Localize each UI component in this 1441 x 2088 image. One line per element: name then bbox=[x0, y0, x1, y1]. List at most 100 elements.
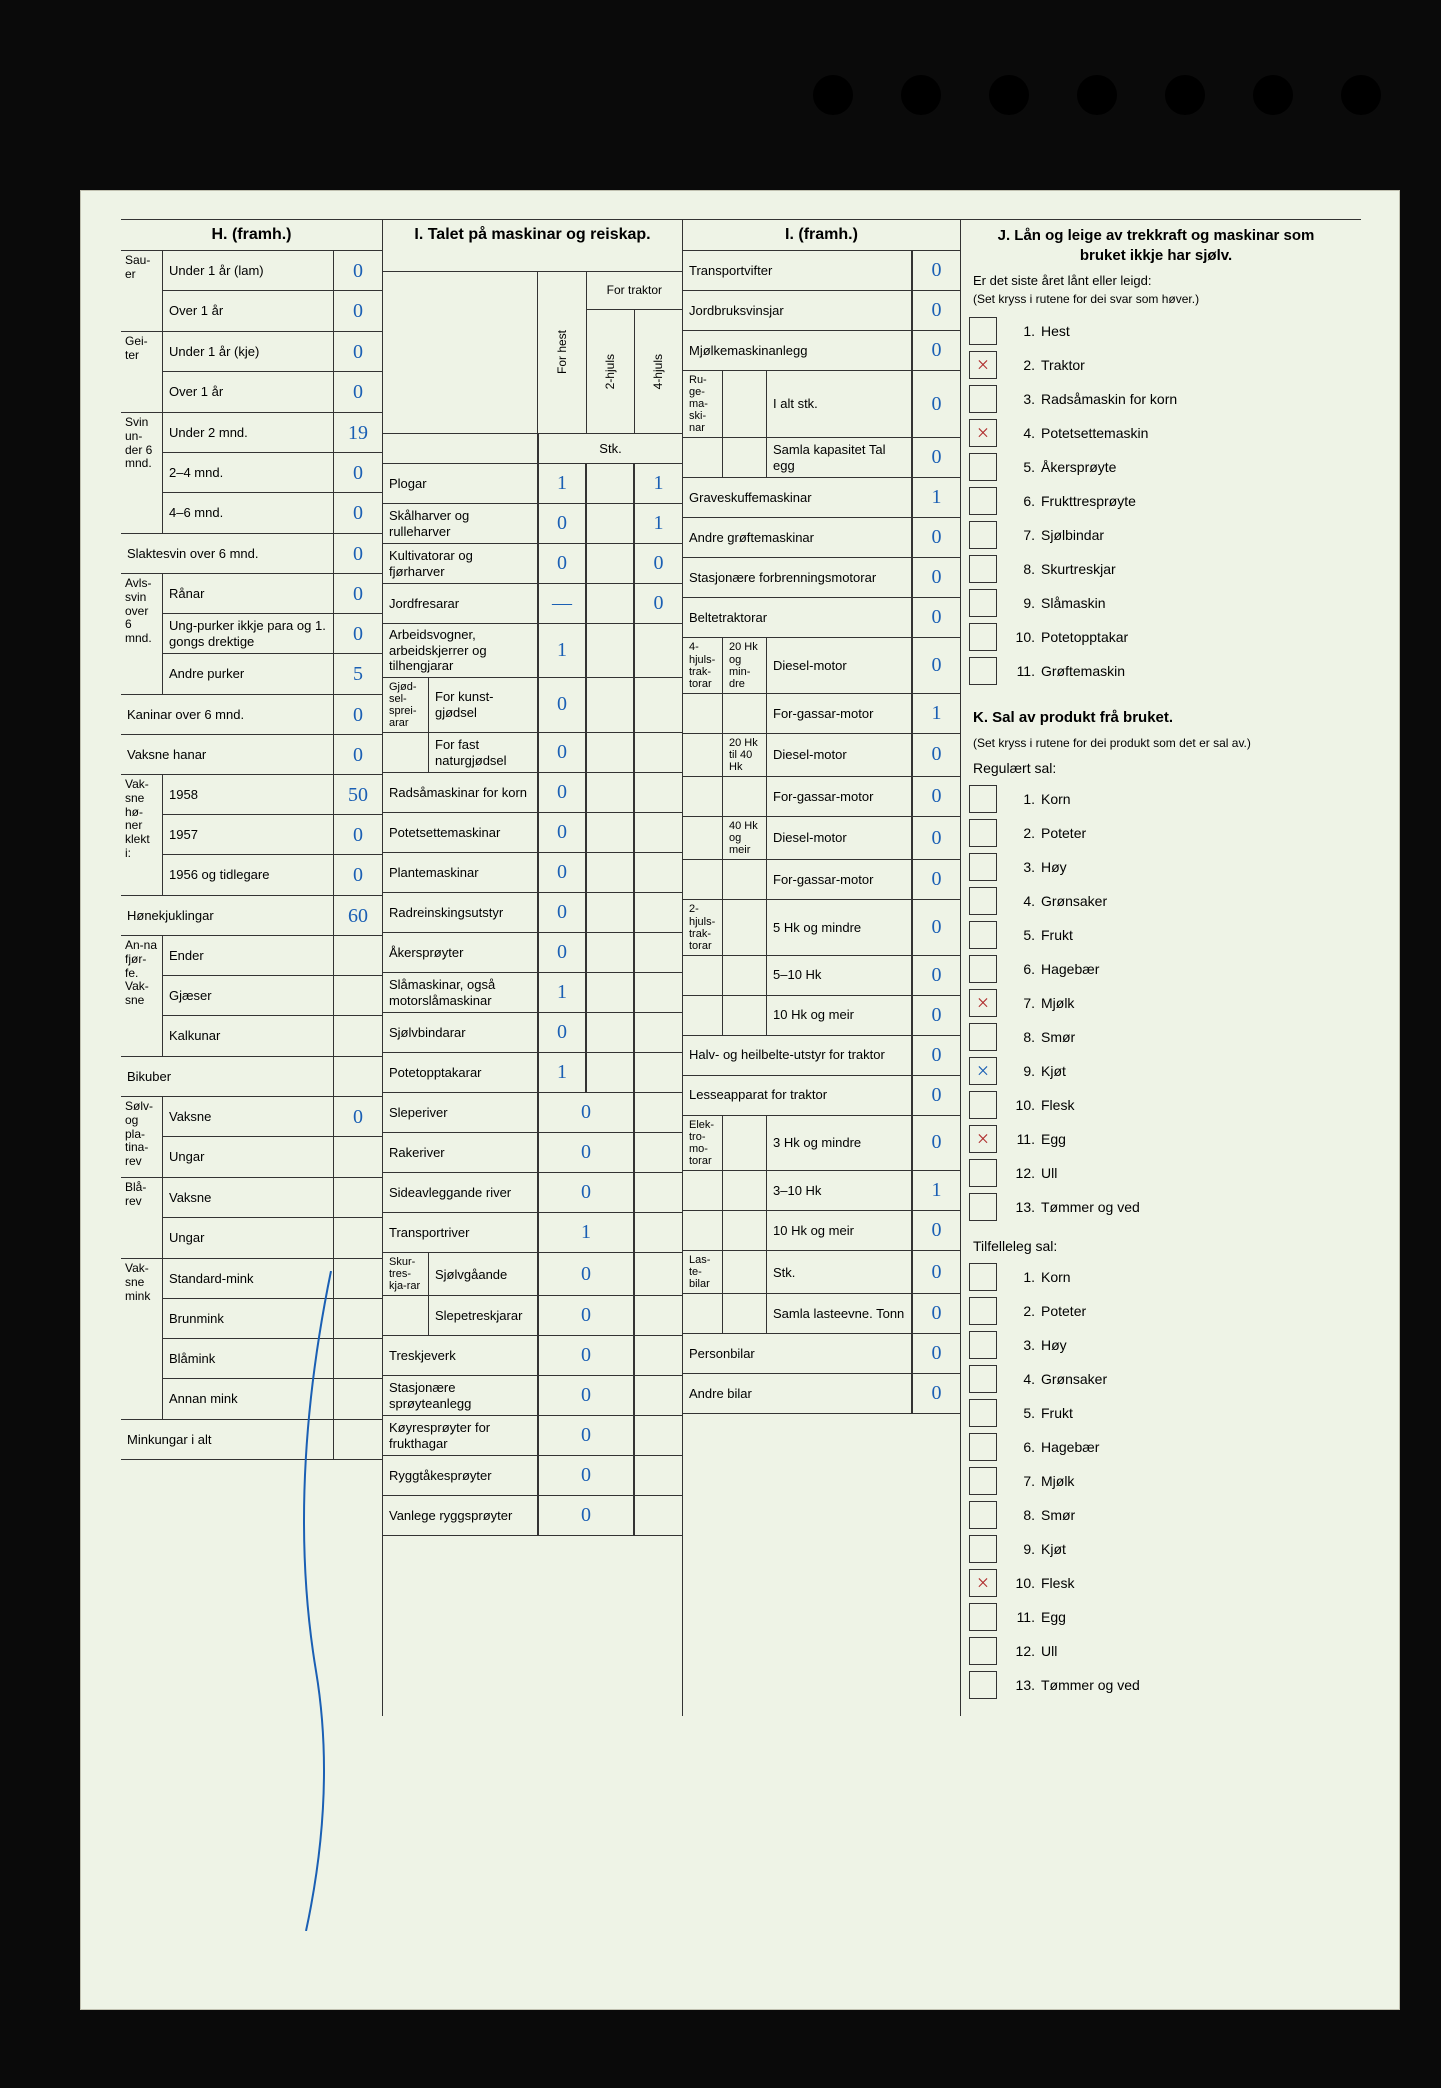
i1-value bbox=[634, 1296, 682, 1335]
h-label: Vaksne hanar bbox=[121, 735, 334, 774]
checkbox[interactable] bbox=[969, 1159, 997, 1187]
h-value: 0 bbox=[334, 332, 382, 371]
section-h-title: H. (framh.) bbox=[121, 220, 382, 251]
checkbox[interactable] bbox=[969, 1467, 997, 1495]
item-number: 12. bbox=[1009, 1165, 1035, 1181]
h-row: Kaninar over 6 mnd.0 bbox=[121, 695, 382, 735]
item-number: 6. bbox=[1009, 1439, 1035, 1455]
checklist-item: 8.Smør bbox=[969, 1498, 1343, 1532]
checkbox[interactable] bbox=[969, 1501, 997, 1529]
i1-value bbox=[634, 733, 682, 772]
checkbox[interactable] bbox=[969, 921, 997, 949]
checkbox[interactable] bbox=[969, 317, 997, 345]
i1-value bbox=[634, 973, 682, 1012]
item-label: Grønsaker bbox=[1041, 1371, 1107, 1387]
checkbox[interactable] bbox=[969, 487, 997, 515]
i2-sub: 20 Hk og min-dre bbox=[723, 638, 767, 692]
item-number: 8. bbox=[1009, 1507, 1035, 1523]
checklist-item: 4.Grønsaker bbox=[969, 1362, 1343, 1396]
checkbox[interactable]: × bbox=[969, 351, 997, 379]
i1-row: Jordfresarar—0 bbox=[383, 584, 682, 624]
checkbox[interactable]: × bbox=[969, 419, 997, 447]
k-list2: 1.Korn2.Poteter3.Høy4.Grønsaker5.Frukt6.… bbox=[969, 1260, 1343, 1702]
checkbox[interactable] bbox=[969, 385, 997, 413]
i1-value bbox=[586, 678, 634, 732]
item-label: Smør bbox=[1041, 1029, 1075, 1045]
checkbox[interactable] bbox=[969, 1263, 997, 1291]
h-row: Over 1 år0 bbox=[163, 291, 382, 331]
i2-label: Transportvifter bbox=[683, 251, 912, 290]
section-j-title: J. Lån og leige av trekkraft og maskinar… bbox=[969, 220, 1343, 271]
checkbox[interactable] bbox=[969, 555, 997, 583]
i1-value bbox=[586, 853, 634, 892]
checkbox[interactable] bbox=[969, 819, 997, 847]
checkbox[interactable] bbox=[969, 657, 997, 685]
i1-row: Potetopptakarar1 bbox=[383, 1053, 682, 1093]
i2-row: For-gassar-motor1 bbox=[683, 694, 960, 734]
checkbox[interactable] bbox=[969, 623, 997, 651]
item-label: Poteter bbox=[1041, 1303, 1086, 1319]
i1-value bbox=[634, 1173, 682, 1212]
h-group-label: Vak-sne mink bbox=[121, 1259, 163, 1419]
checkbox[interactable] bbox=[969, 1331, 997, 1359]
i1-value bbox=[634, 1416, 682, 1455]
checkbox[interactable] bbox=[969, 1535, 997, 1563]
i2-row: Graveskuffemaskinar1 bbox=[683, 478, 960, 518]
item-number: 2. bbox=[1009, 1303, 1035, 1319]
checkbox[interactable] bbox=[969, 521, 997, 549]
i2-sub bbox=[723, 860, 767, 899]
i1-value bbox=[634, 893, 682, 932]
checkbox[interactable]: × bbox=[969, 989, 997, 1017]
h-group: Gei-terUnder 1 år (kje)0Over 1 år0 bbox=[121, 332, 382, 413]
checkbox[interactable] bbox=[969, 1091, 997, 1119]
checkbox[interactable] bbox=[969, 1671, 997, 1699]
i2-sub bbox=[723, 1211, 767, 1250]
paper-sheet: H. (framh.) Sau-erUnder 1 år (lam)0Over … bbox=[80, 190, 1400, 2010]
checkbox[interactable] bbox=[969, 589, 997, 617]
h-group-label: Sau-er bbox=[121, 251, 163, 331]
i2-sub bbox=[723, 438, 767, 477]
checklist-item: 13.Tømmer og ved bbox=[969, 1668, 1343, 1702]
checkbox[interactable] bbox=[969, 1365, 997, 1393]
i2-value: 1 bbox=[912, 478, 960, 517]
k-hdr1: Regulært sal: bbox=[973, 760, 1343, 776]
i1-value: 0 bbox=[538, 1296, 634, 1335]
checkbox[interactable]: × bbox=[969, 1569, 997, 1597]
item-number: 6. bbox=[1009, 961, 1035, 977]
checkbox[interactable] bbox=[969, 1603, 997, 1631]
i1-label: Potetopptakarar bbox=[383, 1053, 538, 1092]
item-label: Tømmer og ved bbox=[1041, 1199, 1140, 1215]
h-value: 0 bbox=[334, 815, 382, 854]
checkbox[interactable] bbox=[969, 853, 997, 881]
i2-value: 0 bbox=[912, 1076, 960, 1115]
checkbox[interactable] bbox=[969, 1193, 997, 1221]
i1-value: 0 bbox=[538, 893, 586, 932]
checklist-item: 1.Korn bbox=[969, 782, 1343, 816]
checkbox[interactable] bbox=[969, 955, 997, 983]
i2-label: 10 Hk og meir bbox=[767, 1211, 912, 1250]
i1-value bbox=[634, 813, 682, 852]
i2-sub bbox=[723, 956, 767, 995]
h-label: Ung-purker ikkje para og 1. gongs drekti… bbox=[163, 614, 334, 653]
i2-label: Lesseapparat for traktor bbox=[683, 1076, 912, 1115]
item-number: 5. bbox=[1009, 459, 1035, 475]
checkbox[interactable]: × bbox=[969, 1125, 997, 1153]
h-label: Blåmink bbox=[163, 1339, 334, 1378]
checkbox[interactable] bbox=[969, 1399, 997, 1427]
checkbox[interactable] bbox=[969, 1023, 997, 1051]
h-label: Annan mink bbox=[163, 1379, 334, 1419]
checkbox[interactable] bbox=[969, 1433, 997, 1461]
hdr-for-traktor: For traktor bbox=[587, 272, 682, 310]
item-label: Høy bbox=[1041, 1337, 1067, 1353]
checklist-item: 9.Slåmaskin bbox=[969, 586, 1343, 620]
item-label: Hest bbox=[1041, 323, 1070, 339]
h-group: Blå-revVaksneUngar bbox=[121, 1178, 382, 1259]
checkbox[interactable] bbox=[969, 1637, 997, 1665]
item-label: Mjølk bbox=[1041, 995, 1074, 1011]
checkbox[interactable]: × bbox=[969, 1057, 997, 1085]
checkbox[interactable] bbox=[969, 785, 997, 813]
checkbox[interactable] bbox=[969, 453, 997, 481]
h-label: Under 1 år (lam) bbox=[163, 251, 334, 290]
checkbox[interactable] bbox=[969, 887, 997, 915]
checkbox[interactable] bbox=[969, 1297, 997, 1325]
